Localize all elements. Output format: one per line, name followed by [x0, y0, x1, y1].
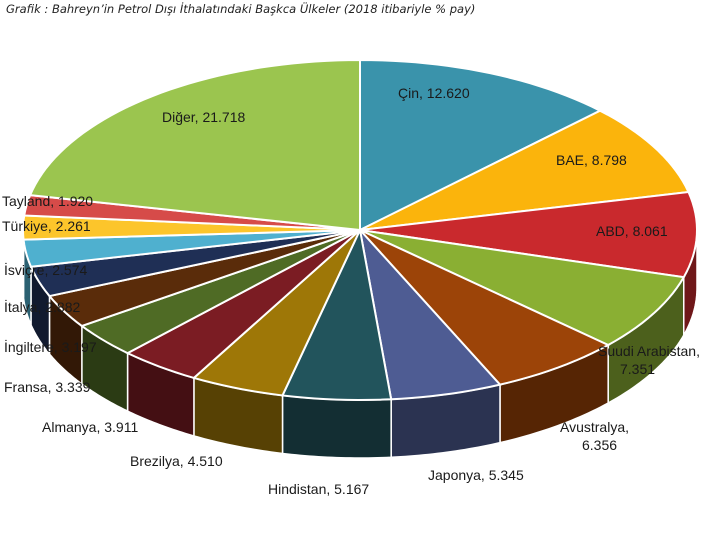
pie-slice-1: [359, 109, 691, 231]
slice-label-15: Diğer, 21.718: [162, 109, 245, 125]
pie-slice-6: [281, 226, 393, 402]
slice-label-4: Avustralya, 6.356: [560, 419, 629, 453]
pie-slice-7: [191, 229, 361, 397]
slice-label-0: Çin, 12.620: [398, 85, 470, 101]
slice-label-3: Suudi Arabistan, 7.351: [598, 343, 700, 377]
slice-label-13: Türkiye, 2.261: [2, 218, 91, 234]
slice-label-9: Fransa, 3.339: [4, 379, 91, 395]
pie-slice-3: [359, 229, 686, 347]
pie-slice-8: [125, 229, 361, 380]
slice-label-1: BAE, 8.798: [556, 152, 627, 168]
pie-slice-15: [28, 58, 361, 232]
pie-side-6: [281, 394, 392, 459]
pie-slice-9: [79, 229, 361, 355]
pie-slice-5: [358, 226, 502, 401]
slice-label-8: Almanya, 3.911: [42, 419, 138, 435]
slice-label-12: İsviçre, 2.574: [4, 261, 87, 278]
slice-label-7: Brezilya, 4.510: [130, 453, 223, 469]
slice-label-14: Tayland, 1.920: [2, 193, 93, 209]
pie-slice-0: [359, 58, 603, 232]
pie-slice-11: [29, 229, 361, 298]
pie-slice-2: [359, 190, 699, 279]
pie-slice-10: [47, 229, 361, 328]
slice-label-6: Hindistan, 5.167: [268, 481, 369, 497]
slice-label-10: İngiltere, 3.197: [4, 338, 97, 355]
pie-slice-4: [359, 229, 611, 386]
slice-label-5: Japonya, 5.345: [428, 467, 524, 483]
slice-label-2: ABD, 8.061: [596, 223, 668, 239]
slice-label-11: İtalya, 2.882: [4, 298, 80, 315]
chart-title: Grafik : Bahreyn’in Petrol Dışı İthalatı…: [6, 2, 476, 16]
